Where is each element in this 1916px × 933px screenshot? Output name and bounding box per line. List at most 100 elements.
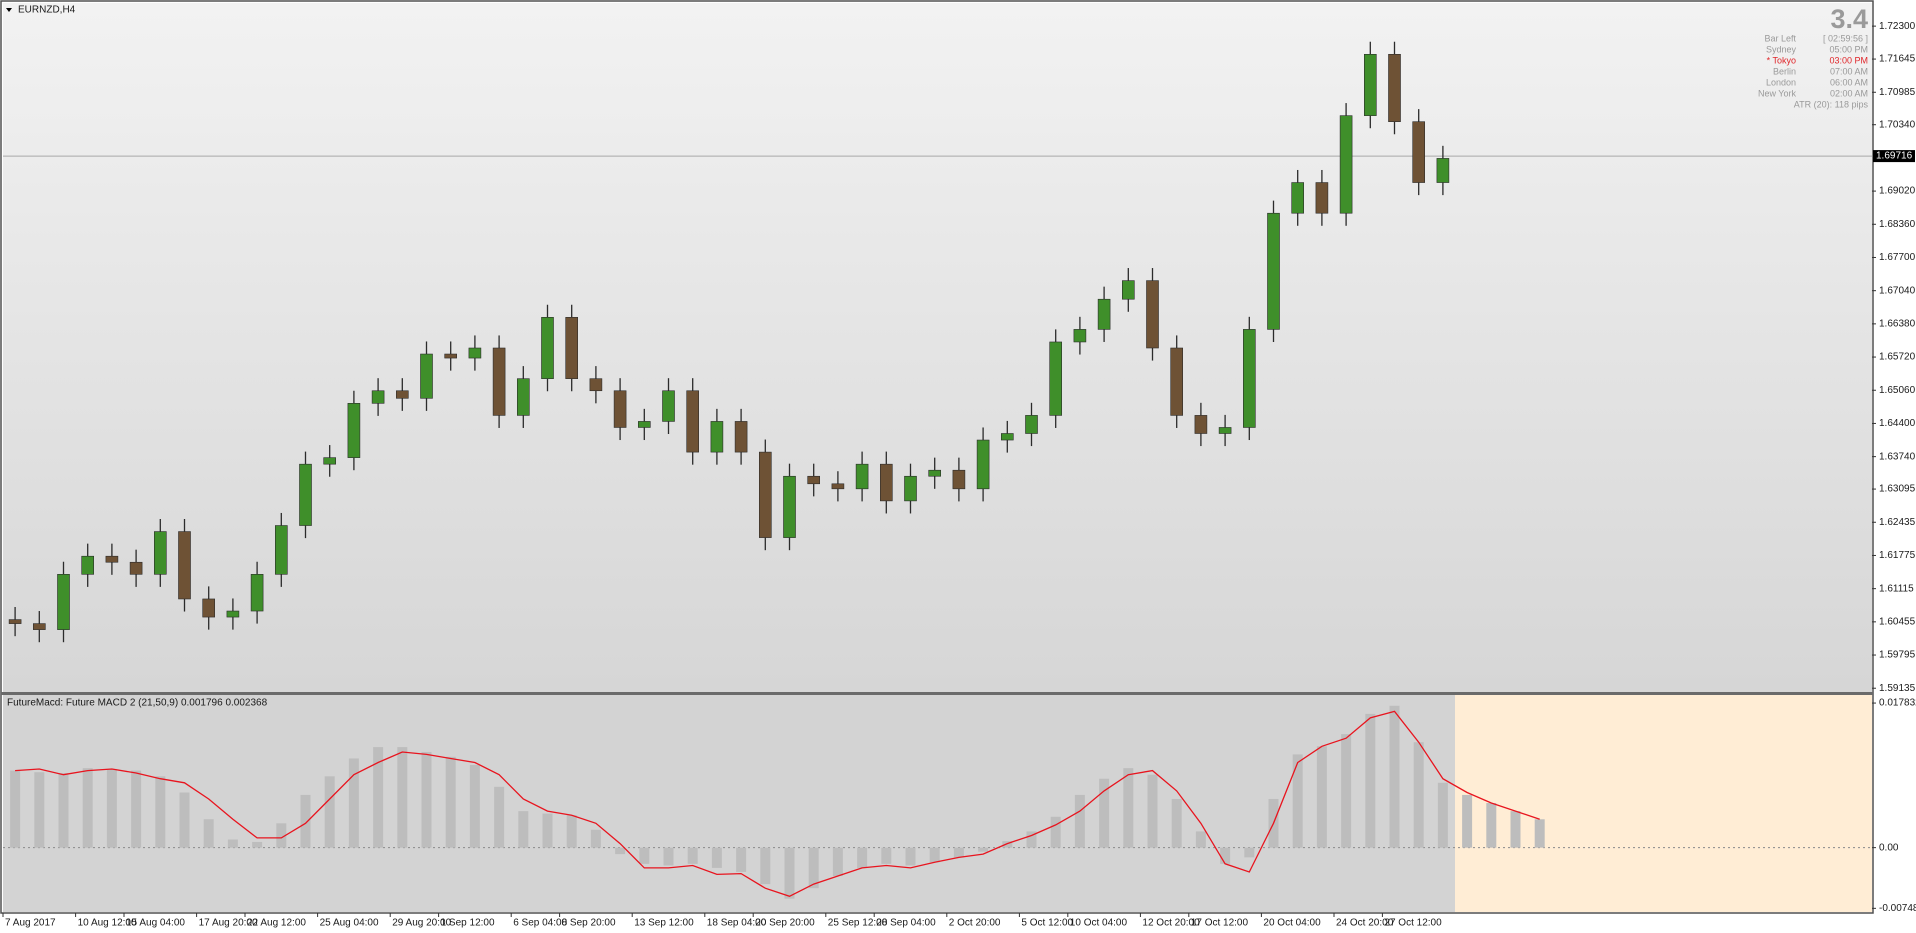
y-tick-label: 1.67700 <box>1879 252 1916 263</box>
x-tick-label: 6 Sep 04:00 <box>513 918 567 929</box>
x-tick-label: 17 Aug 20:00 <box>199 918 258 929</box>
pane-separator[interactable] <box>1 692 1873 695</box>
candle-body <box>1291 182 1304 214</box>
candle-body <box>541 317 554 379</box>
candle-body <box>807 475 821 485</box>
main-pane <box>3 3 1872 692</box>
candle-body <box>347 403 361 458</box>
candle-body <box>1097 298 1111 330</box>
candle-body <box>274 525 288 575</box>
x-tick-label: 5 Oct 12:00 <box>1021 918 1073 929</box>
candle-body <box>1412 121 1425 183</box>
histogram-bar <box>131 770 142 848</box>
histogram-bar <box>106 768 117 848</box>
y-tick-label: 1.65060 <box>1879 385 1916 396</box>
candle-body <box>879 463 893 502</box>
x-tick-label: 20 Sep 20:00 <box>755 918 815 929</box>
histogram-bar <box>808 847 819 889</box>
candle-body <box>662 390 675 422</box>
candle-body <box>105 555 119 563</box>
histogram-bar <box>1437 782 1448 848</box>
x-tick-label: 1 Sep 12:00 <box>441 918 495 929</box>
candle-body <box>226 610 240 618</box>
histogram-bar <box>929 847 940 863</box>
histogram-bar <box>10 770 21 848</box>
y-tick-label: 1.70985 <box>1879 87 1916 98</box>
candle-body <box>952 469 966 490</box>
candle-body <box>1146 280 1159 349</box>
candle-body <box>395 390 409 399</box>
histogram-bar <box>663 847 674 866</box>
x-tick-label: 29 Aug 20:00 <box>392 918 451 929</box>
x-tick-label: 10 Oct 04:00 <box>1070 918 1128 929</box>
candle-body <box>831 483 845 490</box>
y-tick-label: 1.67040 <box>1879 285 1916 296</box>
candle-body <box>1170 347 1183 416</box>
histogram-bar <box>1292 754 1303 848</box>
x-tick-label: 27 Oct 12:00 <box>1384 918 1442 929</box>
candle-body <box>734 421 748 453</box>
histogram-bar <box>905 847 916 866</box>
histogram-bar <box>1244 847 1255 858</box>
histogram-bar <box>469 764 480 848</box>
histogram-bar <box>252 841 263 848</box>
histogram-bar <box>494 786 505 848</box>
candle-body <box>904 475 917 502</box>
y-tick-label: 1.69020 <box>1879 186 1916 197</box>
histogram-bar <box>58 773 69 848</box>
candle-body <box>32 623 46 630</box>
x-tick-label: 18 Sep 04:00 <box>707 918 767 929</box>
current-price-label: 1.69716 <box>1876 151 1913 162</box>
histogram-bar <box>832 847 843 877</box>
histogram-bar <box>953 847 964 858</box>
histogram-bar <box>760 847 771 885</box>
symbol-title: EURNZD,H4 <box>18 5 76 16</box>
info-value: 03:00 PM <box>1829 55 1868 65</box>
candle-body <box>57 574 70 630</box>
candle-body <box>928 469 942 477</box>
candle-body <box>758 451 772 538</box>
histogram-bar <box>1147 774 1158 848</box>
y-tick-label: 1.64400 <box>1879 418 1916 429</box>
histogram-bar <box>736 847 747 872</box>
histogram-bar <box>1462 794 1473 848</box>
info-label: London <box>1766 77 1796 87</box>
x-tick-label: 28 Sep 04:00 <box>876 918 936 929</box>
y-tick-label: 1.59795 <box>1879 650 1916 661</box>
candle-body <box>1364 53 1377 116</box>
histogram-bar <box>566 815 577 848</box>
candle-body <box>1073 329 1087 343</box>
histogram-bar <box>276 823 287 848</box>
histogram-bar <box>881 847 892 864</box>
candle-body <box>516 378 530 416</box>
x-tick-label: 7 Aug 2017 <box>5 918 56 929</box>
candle-body <box>323 457 337 465</box>
histogram-bar <box>324 776 335 848</box>
histogram-bar <box>590 829 601 848</box>
histogram-bar <box>1171 798 1182 848</box>
candle-body <box>468 347 482 359</box>
histogram-bar <box>348 758 359 848</box>
candle-body <box>686 390 700 453</box>
x-tick-label: 15 Aug 04:00 <box>126 918 185 929</box>
candle-body <box>299 463 312 526</box>
current-price-box <box>1873 150 1915 163</box>
candle-body <box>589 378 603 392</box>
candle-body <box>250 574 264 612</box>
histogram-bar <box>1220 847 1231 864</box>
candle-body <box>637 421 651 428</box>
candle-body <box>1025 415 1038 434</box>
candle-body <box>1049 341 1062 416</box>
y-tick-label: 1.61115 <box>1879 583 1914 594</box>
y-tick-label: 1.62435 <box>1879 517 1916 528</box>
histogram-bar <box>615 847 626 855</box>
histogram-bar <box>300 794 311 848</box>
candle-body <box>1315 182 1329 214</box>
info-value: 06:00 AM <box>1830 77 1868 87</box>
candle-body <box>492 347 506 416</box>
info-value: 07:00 AM <box>1830 66 1868 76</box>
menu-triangle[interactable] <box>6 8 12 12</box>
candle-body <box>1243 329 1256 428</box>
histogram-bar <box>179 792 190 848</box>
